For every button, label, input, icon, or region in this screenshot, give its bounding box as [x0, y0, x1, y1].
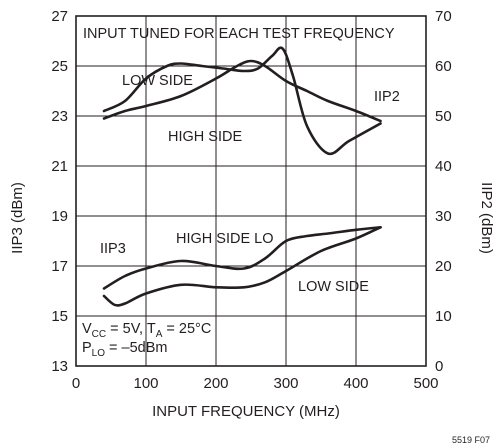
y-left-tick-label-1: 15	[51, 308, 68, 325]
series-line-0	[102, 46, 382, 156]
y-left-tick-label-5: 23	[51, 108, 68, 125]
x-tick-labels: 0 100 200 300 400 500	[72, 375, 439, 392]
series-line-2	[102, 226, 382, 290]
y-right-axis-label: IIP2 (dBm)	[478, 182, 495, 254]
x-axis-label: INPUT FREQUENCY (MHz)	[152, 403, 340, 420]
label-iip2: IIP2	[374, 89, 400, 105]
x-tick-label-1: 100	[133, 375, 158, 392]
chart-curves	[102, 46, 382, 307]
y-left-tick-label-4: 21	[51, 158, 68, 175]
y-left-tick-label-6: 25	[51, 58, 68, 75]
y-right-tick-label-3: 30	[435, 208, 452, 225]
y-right-tick-label-4: 40	[435, 158, 452, 175]
y-left-axis-label: IIP3 (dBm)	[9, 182, 26, 254]
y-right-tick-label-1: 10	[435, 308, 452, 325]
y-right-tick-label-2: 20	[435, 258, 452, 275]
grid-lines	[75, 15, 427, 367]
x-tick-label-5: 500	[413, 375, 438, 392]
series-line-1	[102, 59, 382, 123]
series-line-3	[102, 226, 382, 307]
y-right-tick-label-7: 70	[435, 8, 452, 25]
x-tick-label-3: 300	[273, 375, 298, 392]
x-tick-label-0: 0	[72, 375, 80, 392]
figure-id: 5519 F07	[452, 435, 490, 445]
y-right-tick-label-6: 60	[435, 58, 452, 75]
y-left-tick-label-0: 13	[51, 358, 68, 375]
x-tick-label-2: 200	[203, 375, 228, 392]
y-left-tick-label-2: 17	[51, 258, 68, 275]
y-left-tick-label-7: 27	[51, 8, 68, 25]
x-tick-label-4: 400	[343, 375, 368, 392]
y-right-tick-labels: 0 10 20 30 40 50 60 70	[435, 8, 452, 375]
condition-plo: PLO = –5dBm	[82, 340, 167, 359]
label-high-side-top: HIGH SIDE	[168, 129, 242, 145]
label-low-side-top: LOW SIDE	[122, 73, 193, 89]
annotation-top: INPUT TUNED FOR EACH TEST FREQUENCY	[83, 26, 395, 42]
label-iip3: IIP3	[100, 241, 126, 257]
y-right-tick-label-0: 0	[435, 358, 443, 375]
label-low-side-bottom: LOW SIDE	[298, 279, 369, 295]
condition-vcc-ta: VCC = 5V, TA = 25°C	[82, 321, 211, 340]
y-left-tick-label-3: 19	[51, 208, 68, 225]
plot-frame	[75, 15, 427, 367]
y-left-tick-labels: 13 15 17 19 21 23 25 27	[51, 8, 68, 375]
y-right-tick-label-5: 50	[435, 108, 452, 125]
label-high-side-lo: HIGH SIDE LO	[176, 231, 274, 247]
